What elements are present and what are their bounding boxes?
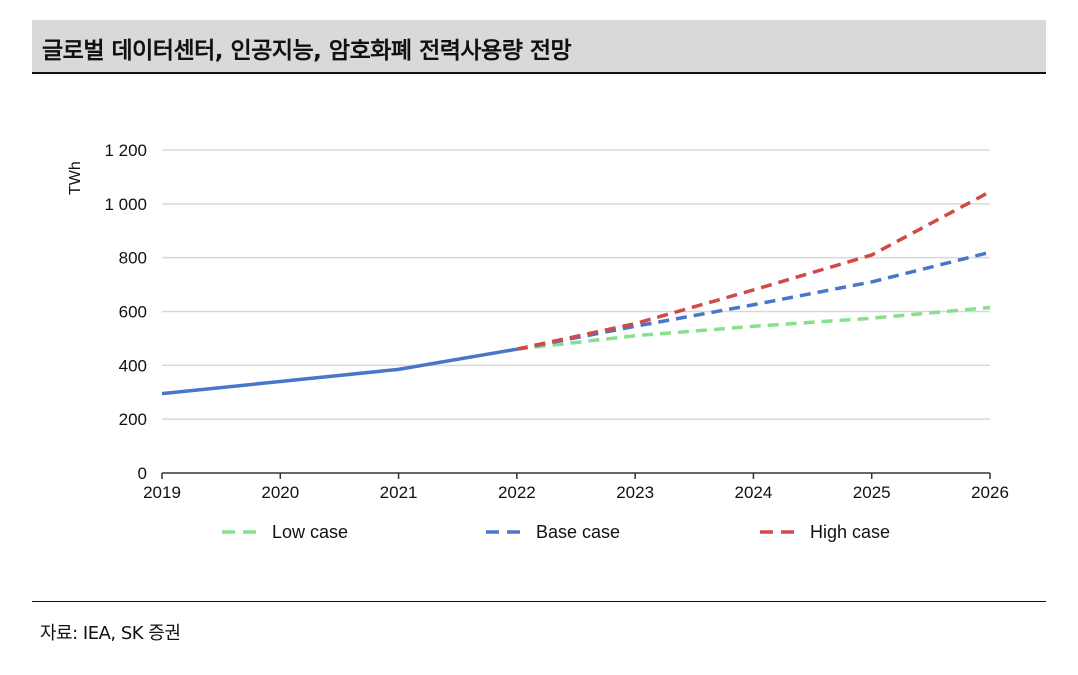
legend-label: High case bbox=[810, 522, 890, 542]
y-axis-ticks: 0 200 400 600 800 1 000 1 200 bbox=[104, 141, 147, 483]
y-tick-label: 1 000 bbox=[104, 195, 147, 214]
x-tick-label: 2022 bbox=[498, 483, 536, 502]
legend-label: Base case bbox=[536, 522, 620, 542]
title-bar: 글로벌 데이터센터, 인공지능, 암호화폐 전력사용량 전망 bbox=[32, 20, 1046, 74]
x-tick-label: 2026 bbox=[971, 483, 1009, 502]
chart-legend: Low case Base case High case bbox=[222, 522, 890, 542]
chart-lines bbox=[161, 190, 991, 396]
x-tick-label: 2023 bbox=[616, 483, 654, 502]
legend-label: Low case bbox=[272, 522, 348, 542]
x-tick-label: 2020 bbox=[261, 483, 299, 502]
page-title: 글로벌 데이터센터, 인공지능, 암호화폐 전력사용량 전망 bbox=[42, 38, 572, 64]
x-tick-label: 2024 bbox=[735, 483, 773, 502]
y-tick-label: 1 200 bbox=[104, 141, 147, 160]
y-tick-label: 600 bbox=[119, 303, 147, 322]
x-tick-label: 2025 bbox=[853, 483, 891, 502]
chart-grid bbox=[162, 149, 990, 420]
x-tick-label: 2021 bbox=[380, 483, 418, 502]
x-tick-label: 2019 bbox=[143, 483, 181, 502]
y-tick-label: 800 bbox=[119, 249, 147, 268]
y-tick-label: 0 bbox=[138, 464, 147, 483]
y-axis-label: TWh bbox=[67, 161, 84, 195]
bottom-divider bbox=[32, 601, 1046, 602]
historical-line bbox=[161, 347, 518, 396]
series-line bbox=[516, 250, 991, 351]
source-note: 자료: IEA, SK 증권 bbox=[40, 623, 181, 644]
y-tick-label: 200 bbox=[119, 410, 147, 429]
x-axis: 2019 2020 2021 2022 2023 2024 2025 2026 bbox=[143, 472, 1009, 502]
series-line bbox=[516, 190, 991, 351]
chart: 0 200 400 600 800 1 000 1 200 2019 2020 2021 2022… bbox=[67, 141, 1009, 542]
series-line bbox=[516, 305, 991, 351]
y-tick-label: 400 bbox=[119, 356, 147, 375]
